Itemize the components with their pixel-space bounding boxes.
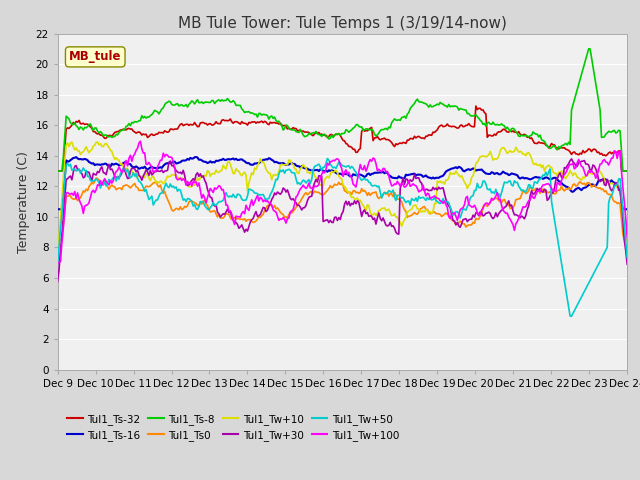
Line: Tul1_Ts-8: Tul1_Ts-8 <box>58 49 627 171</box>
Tul1_Tw+50 <box>566 313 574 319</box>
Y-axis label: Temperature (C): Temperature (C) <box>17 151 30 252</box>
Line: Tul1_Tw+50: Tul1_Tw+50 <box>58 158 627 316</box>
Tul1_Tw+50 <box>239 197 247 203</box>
Tul1_Ts-32 <box>54 168 61 174</box>
Tul1_Tw+30 <box>468 216 476 222</box>
Tul1_Ts0 <box>241 216 248 222</box>
Line: Tul1_Tw+100: Tul1_Tw+100 <box>58 141 627 263</box>
Tul1_Ts-16 <box>54 206 61 212</box>
Tul1_Ts-32 <box>122 127 130 132</box>
Tul1_Tw+100 <box>241 211 248 216</box>
Tul1_Tw+50 <box>122 168 130 174</box>
Text: MB_tule: MB_tule <box>69 50 122 63</box>
Line: Tul1_Ts-32: Tul1_Ts-32 <box>58 106 627 171</box>
Tul1_Tw+50 <box>413 199 421 204</box>
Tul1_Tw+10 <box>467 181 474 187</box>
Tul1_Ts-8 <box>279 127 287 133</box>
Tul1_Tw+10 <box>124 166 131 171</box>
Tul1_Ts0 <box>281 215 289 220</box>
Tul1_Tw+50 <box>324 156 332 161</box>
Tul1_Tw+30 <box>122 172 130 178</box>
Tul1_Tw+10 <box>469 173 477 179</box>
Tul1_Ts-32 <box>468 123 476 129</box>
Tul1_Ts0 <box>413 211 421 217</box>
Tul1_Ts0 <box>54 237 61 243</box>
Tul1_Ts-16 <box>623 206 631 212</box>
Tul1_Ts-8 <box>412 98 420 104</box>
Tul1_Tw+30 <box>279 185 287 191</box>
Tul1_Ts-32 <box>279 123 287 129</box>
Tul1_Tw+50 <box>279 167 287 173</box>
Line: Tul1_Tw+10: Tul1_Tw+10 <box>58 142 627 260</box>
Tul1_Ts0 <box>623 237 631 243</box>
Tul1_Ts-16 <box>281 161 289 167</box>
Tul1_Ts-8 <box>585 46 593 52</box>
Tul1_Tw+50 <box>54 260 61 265</box>
Title: MB Tule Tower: Tule Temps 1 (3/19/14-now): MB Tule Tower: Tule Temps 1 (3/19/14-now… <box>178 16 507 31</box>
Tul1_Tw+30 <box>568 156 575 162</box>
Tul1_Ts-8 <box>239 108 247 113</box>
Tul1_Tw+100 <box>281 216 289 222</box>
Tul1_Tw+30 <box>54 279 61 285</box>
Tul1_Ts0 <box>467 222 474 228</box>
Tul1_Tw+100 <box>413 185 421 191</box>
Tul1_Tw+100 <box>469 204 477 210</box>
Tul1_Ts-32 <box>623 168 631 174</box>
Tul1_Tw+100 <box>623 235 631 240</box>
Tul1_Ts-32 <box>472 103 480 109</box>
Tul1_Tw+30 <box>239 226 247 231</box>
Tul1_Tw+10 <box>241 169 248 175</box>
Tul1_Ts-16 <box>413 172 421 178</box>
Tul1_Tw+10 <box>68 139 76 145</box>
Tul1_Tw+50 <box>469 193 477 199</box>
Tul1_Tw+10 <box>281 162 289 168</box>
Tul1_Tw+100 <box>122 157 130 163</box>
Tul1_Tw+30 <box>412 176 420 181</box>
Tul1_Tw+50 <box>467 195 474 201</box>
Line: Tul1_Ts-16: Tul1_Ts-16 <box>58 157 627 209</box>
Tul1_Ts-8 <box>465 110 472 116</box>
Tul1_Ts0 <box>92 175 100 181</box>
Tul1_Tw+100 <box>136 138 144 144</box>
Tul1_Ts-8 <box>468 113 476 119</box>
Tul1_Ts0 <box>124 182 131 188</box>
Tul1_Ts-8 <box>122 123 130 129</box>
Line: Tul1_Ts0: Tul1_Ts0 <box>58 178 627 240</box>
Tul1_Ts-16 <box>122 159 130 165</box>
Tul1_Ts-32 <box>412 135 420 141</box>
Tul1_Tw+30 <box>623 261 631 267</box>
Tul1_Tw+10 <box>413 206 421 212</box>
Tul1_Tw+100 <box>54 260 61 265</box>
Line: Tul1_Tw+30: Tul1_Tw+30 <box>58 159 627 282</box>
Tul1_Tw+10 <box>623 257 631 263</box>
Tul1_Ts-16 <box>241 158 248 164</box>
Tul1_Tw+100 <box>467 203 474 208</box>
Tul1_Ts-8 <box>54 168 61 174</box>
Legend: Tul1_Ts-32, Tul1_Ts-16, Tul1_Ts-8, Tul1_Ts0, Tul1_Tw+10, Tul1_Tw+30, Tul1_Tw+50,: Tul1_Ts-32, Tul1_Ts-16, Tul1_Ts-8, Tul1_… <box>63 409 403 445</box>
Tul1_Ts-16 <box>467 167 474 173</box>
Tul1_Ts-32 <box>465 121 472 127</box>
Tul1_Ts-16 <box>192 154 200 160</box>
Tul1_Ts-32 <box>239 120 247 126</box>
Tul1_Tw+50 <box>623 255 631 261</box>
Tul1_Ts0 <box>469 219 477 225</box>
Tul1_Tw+30 <box>465 217 472 223</box>
Tul1_Ts-8 <box>623 168 631 174</box>
Tul1_Tw+10 <box>54 249 61 255</box>
Tul1_Ts-16 <box>469 166 477 171</box>
